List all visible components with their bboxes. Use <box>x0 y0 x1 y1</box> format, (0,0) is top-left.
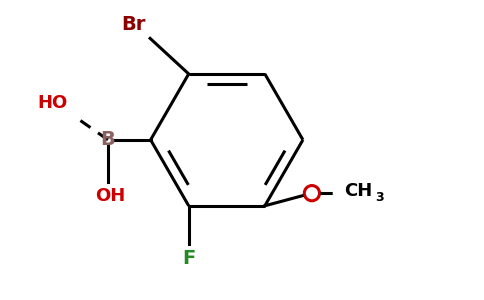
Text: OH: OH <box>95 187 125 205</box>
Text: HO: HO <box>38 94 68 112</box>
Text: Br: Br <box>121 15 146 34</box>
Text: B: B <box>101 130 115 149</box>
Text: CH: CH <box>345 182 373 200</box>
Text: 3: 3 <box>375 191 383 204</box>
Text: F: F <box>182 250 196 268</box>
